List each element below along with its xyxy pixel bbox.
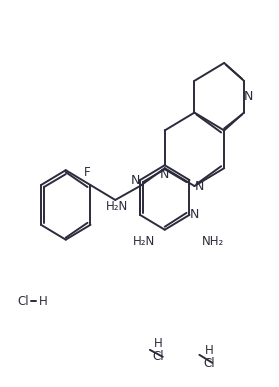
- Text: N: N: [131, 174, 140, 187]
- Text: N: N: [194, 180, 204, 193]
- Text: N: N: [244, 90, 253, 103]
- Text: NH₂: NH₂: [201, 235, 224, 248]
- Text: Cl: Cl: [152, 350, 163, 363]
- Text: H: H: [153, 337, 162, 350]
- Text: H: H: [39, 295, 47, 308]
- Text: H₂N: H₂N: [106, 200, 128, 213]
- Text: H₂N: H₂N: [133, 235, 155, 248]
- Text: F: F: [84, 166, 90, 179]
- Text: Cl: Cl: [17, 295, 29, 308]
- Text: H: H: [205, 344, 214, 357]
- Text: Cl: Cl: [203, 357, 215, 370]
- Text: N: N: [160, 168, 169, 181]
- Text: N: N: [189, 208, 199, 221]
